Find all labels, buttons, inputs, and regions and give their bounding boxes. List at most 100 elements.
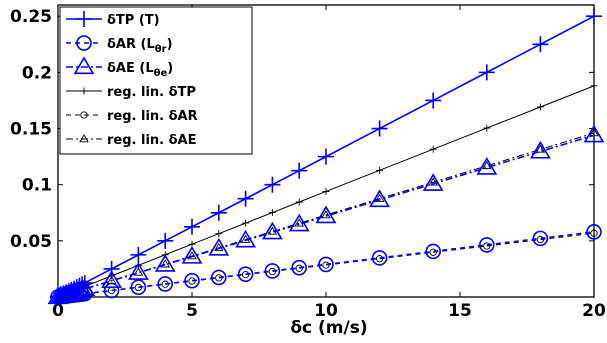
- data-point: [291, 259, 308, 276]
- data-point: [318, 256, 334, 273]
- legend-label-main: reg. lin. δAE: [107, 133, 197, 148]
- data-point: [369, 189, 390, 208]
- data-point: [237, 266, 254, 283]
- data-point: [376, 166, 384, 174]
- series-layer: [47, 8, 605, 305]
- legend-label-tail: ): [167, 37, 173, 52]
- x-axis-label: δc (m/s): [290, 318, 367, 338]
- y-tick-label: 0.15: [10, 120, 52, 140]
- legend-label: reg. lin. δAE: [107, 133, 197, 148]
- legend-label: reg. lin. δTP: [107, 85, 196, 100]
- data-point: [315, 205, 337, 224]
- y-tick-label: 0.25: [10, 7, 52, 27]
- legend-marker: [79, 134, 89, 143]
- legend-entry: δAE (Lθe): [66, 56, 173, 79]
- data-point: [483, 124, 491, 132]
- data-point: [530, 140, 551, 159]
- data-point: [429, 248, 437, 256]
- data-point: [211, 269, 227, 286]
- data-point: [215, 274, 223, 282]
- data-point: [322, 261, 330, 269]
- legend-entry: reg. lin. δAE: [66, 133, 197, 148]
- legend-label: reg. lin. δAR: [107, 109, 198, 124]
- legend-marker: [80, 111, 88, 119]
- data-point: [374, 193, 385, 202]
- data-point: [429, 145, 437, 153]
- data-point: [184, 272, 200, 289]
- data-point: [590, 82, 598, 90]
- data-point: [128, 262, 149, 280]
- legend-entry: reg. lin. δAR: [66, 109, 198, 124]
- legend-label-main: δAE (L: [107, 61, 154, 76]
- data-point: [262, 221, 283, 240]
- y-tick-label: 0.05: [10, 232, 52, 252]
- data-point: [532, 36, 549, 53]
- data-point: [532, 230, 549, 247]
- data-point: [264, 263, 281, 279]
- data-point: [321, 210, 331, 219]
- data-point: [184, 218, 200, 235]
- data-point: [583, 124, 605, 143]
- data-point: [295, 198, 303, 206]
- legend-marker: [73, 56, 95, 75]
- data-point: [268, 267, 277, 276]
- data-point: [74, 278, 96, 297]
- data-point: [101, 270, 122, 288]
- data-point: [586, 224, 602, 240]
- legend: δTP (T) δAR (Lθr) δAE (Lθe) reg. lin. δTP re…: [59, 6, 253, 155]
- data-point: [242, 219, 250, 227]
- y-tick-label: 0.1: [22, 176, 52, 196]
- data-point: [237, 190, 254, 207]
- data-point: [371, 250, 388, 266]
- x-tick-label: 5: [186, 301, 198, 321]
- data-point: [103, 260, 120, 277]
- data-point: [154, 254, 176, 272]
- data-point: [130, 246, 147, 263]
- x-tick-label: 20: [582, 301, 606, 321]
- legend-label-main: reg. lin. δAR: [107, 109, 198, 124]
- data-point: [322, 187, 330, 195]
- data-point: [291, 162, 308, 179]
- data-point: [536, 103, 544, 111]
- data-point: [268, 209, 276, 217]
- data-point: [288, 213, 310, 232]
- legend-marker: [76, 11, 92, 27]
- data-point: [294, 218, 304, 227]
- data-point: [476, 157, 498, 175]
- data-point: [187, 251, 197, 260]
- axis-ticks: 0 5 10 15 20 0.05 0.1 0.15 0.2 0.25: [10, 5, 606, 321]
- legend-entry: δTP (T): [66, 11, 160, 28]
- data-point: [586, 8, 602, 25]
- data-point: [535, 144, 546, 153]
- data-point: [210, 204, 227, 221]
- x-tick-label: 0: [52, 301, 64, 321]
- legend-label: δAE (Lθe): [107, 61, 173, 79]
- data-point: [425, 92, 442, 109]
- x-tick-label: 10: [314, 301, 338, 321]
- legend-entry: δAR (Lθr): [66, 35, 173, 55]
- data-point: [130, 279, 147, 296]
- legend-entry: reg. lin. δTP: [66, 85, 196, 100]
- data-point: [371, 120, 388, 137]
- legend-label-subscript: θr: [155, 44, 167, 55]
- data-point: [422, 173, 444, 191]
- y-tick-label: 0.2: [22, 63, 52, 83]
- data-point: [318, 148, 334, 165]
- legend-label-main: reg. lin. δTP: [107, 85, 196, 100]
- data-point: [428, 177, 438, 186]
- data-point: [425, 243, 442, 260]
- legend-label: δTP (T): [107, 13, 160, 28]
- data-point: [181, 245, 203, 264]
- data-point: [375, 255, 384, 263]
- data-point: [235, 229, 256, 248]
- data-point: [157, 276, 173, 292]
- data-point: [482, 160, 492, 170]
- legend-marker: [80, 87, 88, 95]
- legend-label-subscript: θe: [154, 68, 168, 79]
- legend-label: δAR (Lθr): [107, 37, 173, 55]
- data-point: [66, 280, 88, 299]
- data-point: [295, 264, 303, 272]
- legend-label-tail: ): [167, 61, 173, 76]
- series-2: [47, 124, 605, 305]
